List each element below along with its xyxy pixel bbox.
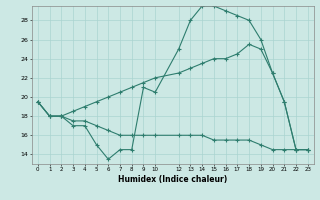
X-axis label: Humidex (Indice chaleur): Humidex (Indice chaleur) <box>118 175 228 184</box>
